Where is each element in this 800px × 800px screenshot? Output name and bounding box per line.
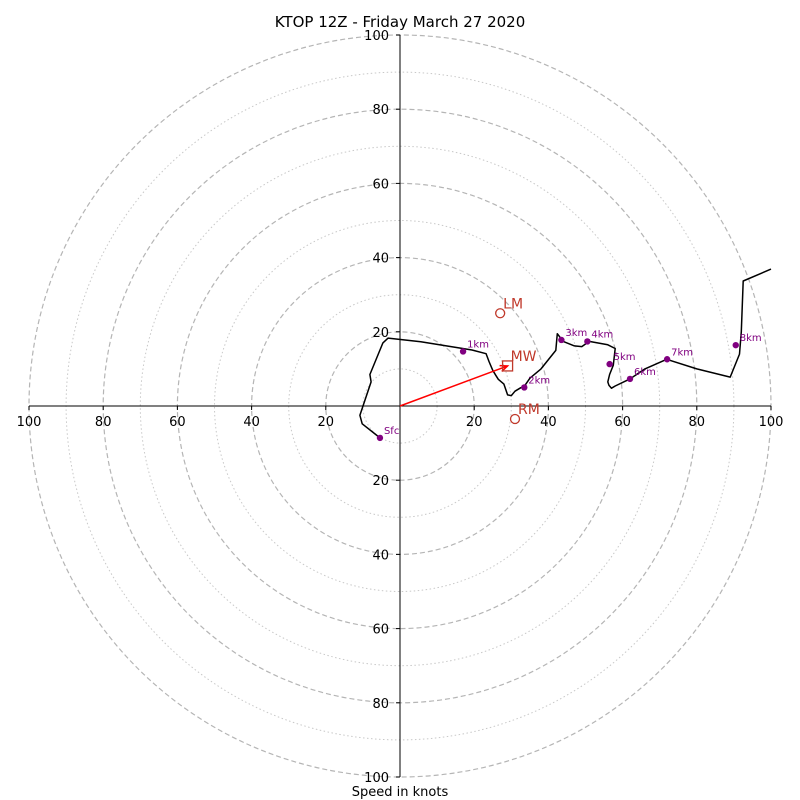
storm-motion-rm-label: RM [518,402,540,418]
x-tick-label: 100 [759,415,784,430]
height-label-8km: 8km [740,333,762,344]
storm-motion-lm-marker [495,308,506,319]
x-tick-label: 80 [689,415,706,430]
y-tick-label: 20 [372,474,389,489]
height-label-7km: 7km [671,347,693,358]
x-tick-label: 20 [318,415,335,430]
storm-motion-mw-label: MW [511,349,537,365]
hodograph-series [359,268,772,439]
y-tick-label: 100 [364,771,389,786]
height-marker-6km [626,375,634,383]
height-marker-sfc [376,434,384,442]
x-tick-label: 60 [169,415,186,430]
x-tick-label: 20 [466,415,483,430]
y-tick-label: 80 [372,103,389,118]
height-marker-3km [558,336,565,344]
height-label-2km: 2km [528,375,550,386]
x-axis-label: Speed in knots [352,785,449,800]
storm-motion-lm-label: LM [503,296,523,312]
height-markers: Sfc 1km 2km 3km 4km 5km 6km 7km 8km [376,328,762,442]
x-tick-label: 100 [17,415,42,430]
storm-motions: LM MW RM [399,296,540,425]
storm-motion-rm-marker [509,413,521,425]
height-label-3km: 3km [565,328,587,339]
height-label-1km: 1km [467,339,489,350]
x-tick-label: 80 [95,415,112,430]
y-tick-label: 20 [372,326,389,341]
y-tick-label: 60 [372,177,389,192]
height-marker-1km [459,348,467,355]
tick-labels: 100 80 60 40 20 20 40 60 80 100 100 80 60 40 20 20 40 60 8… [17,29,784,786]
height-label-sfc: Sfc [384,426,399,437]
height-marker-5km [606,360,613,368]
height-label-4km: 4km [591,329,613,340]
x-tick-label: 40 [243,415,260,430]
chart-title: KTOP 12Z - Friday March 27 2020 [275,13,526,31]
height-label-6km: 6km [634,367,656,378]
height-marker-2km [521,384,528,391]
x-tick-label: 40 [540,415,557,430]
y-tick-label: 40 [372,252,389,267]
y-tick-label: 60 [372,623,389,638]
y-tick-label: 80 [372,697,389,712]
height-marker-8km [732,341,739,349]
x-tick-label: 60 [614,415,631,430]
height-marker-4km [584,338,591,345]
height-label-5km: 5km [614,352,636,363]
y-tick-label: 40 [372,548,389,563]
hodograph-line [359,268,772,439]
y-tick-label: 100 [364,29,389,44]
shear-vector-line [399,365,508,407]
storm-motion-mw-marker [501,360,514,372]
height-marker-7km [663,356,671,363]
